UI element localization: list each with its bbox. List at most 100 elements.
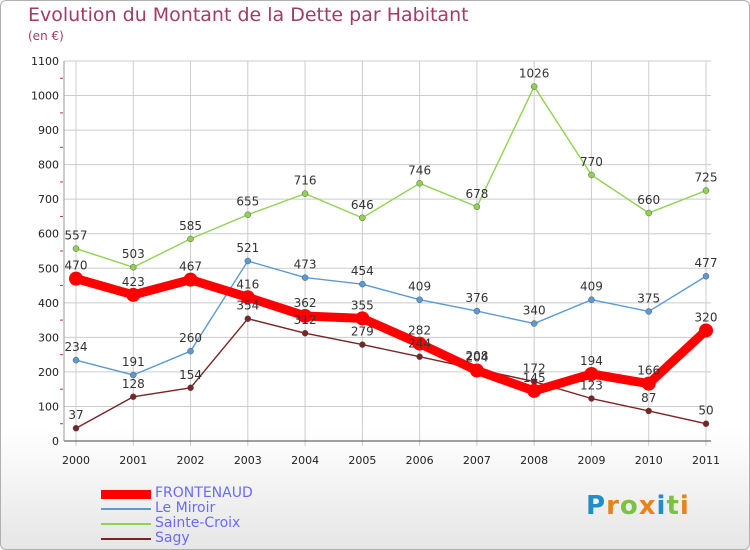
data-point-sainte-croix [473, 203, 481, 211]
data-label: 409 [580, 280, 603, 294]
data-point-frontenaud [298, 308, 313, 323]
data-point-sainte-croix [416, 180, 423, 187]
logo-letter: t [666, 491, 680, 521]
data-point-frontenaud [240, 290, 255, 305]
data-label: 409 [408, 280, 431, 294]
data-label: 50 [698, 404, 713, 418]
data-label: 678 [465, 187, 488, 201]
logo-letter: i [656, 491, 667, 521]
data-point-sainte-croix [301, 190, 309, 197]
data-label: 454 [351, 264, 374, 278]
data-point-sagy [416, 353, 423, 360]
legend-label: Sagy [155, 530, 190, 546]
data-label: 470 [65, 259, 88, 273]
legend-swatch [101, 508, 151, 510]
data-label: 585 [179, 219, 202, 233]
legend-swatch [101, 489, 151, 499]
data-label: 725 [695, 171, 718, 185]
data-point-sagy [588, 395, 595, 402]
y-tick-label: 300 [38, 331, 59, 344]
data-label: 208 [465, 349, 488, 363]
data-point-sagy [359, 341, 366, 348]
legend-label: FRONTENAUD [155, 485, 253, 501]
data-label: 503 [122, 247, 145, 261]
data-label: 87 [641, 391, 656, 405]
data-point-sagy [72, 424, 80, 432]
series-line-le miroir [75, 260, 707, 376]
y-tick-label: 100 [38, 400, 59, 413]
data-label: 746 [408, 163, 431, 177]
data-point-le miroir [187, 347, 194, 355]
data-label: 473 [294, 258, 317, 272]
chart-subtitle: (en €) [28, 29, 64, 43]
data-point-le miroir [72, 356, 80, 364]
data-point-sagy [130, 393, 137, 401]
data-point-le miroir [416, 296, 423, 303]
data-point-frontenaud [126, 287, 141, 302]
y-tick-label: 600 [38, 228, 59, 241]
data-point-frontenaud [641, 376, 656, 391]
data-point-sainte-croix [588, 171, 595, 179]
x-tick-label: 2009 [577, 454, 605, 467]
y-tick-label: 700 [38, 193, 59, 206]
y-tick-label: 200 [38, 366, 59, 379]
data-point-frontenaud [469, 363, 484, 378]
data-point-le miroir [359, 280, 366, 288]
data-label: 362 [294, 296, 317, 310]
data-label: 282 [408, 324, 431, 338]
y-tick-label: 1100 [31, 55, 59, 68]
data-point-le miroir [645, 308, 652, 315]
data-label: 204 [465, 351, 488, 365]
data-point-le miroir [130, 371, 137, 379]
data-label: 416 [236, 277, 259, 291]
logo-letter: x [638, 491, 657, 521]
legend-swatch [101, 523, 151, 525]
x-tick-label: 2006 [406, 454, 434, 467]
data-label: 279 [351, 325, 374, 339]
data-point-sagy [645, 407, 652, 415]
y-tick-label: 400 [38, 297, 59, 310]
data-point-frontenaud [412, 336, 427, 351]
data-point-sagy [301, 329, 309, 337]
data-label: 145 [523, 371, 546, 385]
data-label: 375 [637, 291, 660, 305]
data-label: 376 [465, 291, 488, 305]
data-point-sainte-croix [645, 209, 652, 217]
x-tick-label: 2011 [692, 454, 720, 467]
data-label: 320 [695, 310, 718, 324]
series-line-frontenaud [74, 274, 710, 396]
data-point-sainte-croix [187, 235, 194, 243]
x-tick-label: 2001 [119, 454, 147, 467]
y-tick-label: 800 [38, 159, 59, 172]
data-point-sainte-croix [702, 187, 710, 194]
series-line-sainte-croix [75, 85, 707, 268]
data-label: 770 [580, 155, 603, 169]
data-label: 37 [68, 408, 83, 422]
data-label: 194 [580, 354, 603, 368]
data-label: 166 [637, 364, 660, 378]
logo-letter: P [586, 491, 607, 521]
data-point-frontenaud [183, 272, 198, 287]
data-label: 660 [637, 193, 660, 207]
x-tick-label: 2002 [177, 454, 205, 467]
data-point-le miroir [244, 257, 252, 265]
data-label: 423 [122, 275, 145, 289]
data-point-le miroir [588, 296, 595, 303]
data-label: 340 [523, 304, 546, 318]
x-tick-label: 2008 [520, 454, 548, 467]
data-point-sagy [702, 420, 710, 427]
data-label: 557 [65, 229, 88, 243]
data-label: 234 [65, 340, 88, 354]
data-label: 467 [179, 260, 202, 274]
data-point-frontenaud [584, 366, 599, 381]
data-point-sagy [244, 315, 252, 322]
x-tick-label: 2004 [291, 454, 319, 467]
x-tick-label: 2010 [635, 454, 663, 467]
data-label: 260 [179, 331, 202, 345]
y-tick-label: 1000 [31, 90, 59, 103]
data-label: 355 [351, 298, 374, 312]
data-point-le miroir [301, 274, 309, 281]
x-tick-label: 2003 [234, 454, 262, 467]
legend-label: Sainte-Croix [155, 515, 241, 531]
